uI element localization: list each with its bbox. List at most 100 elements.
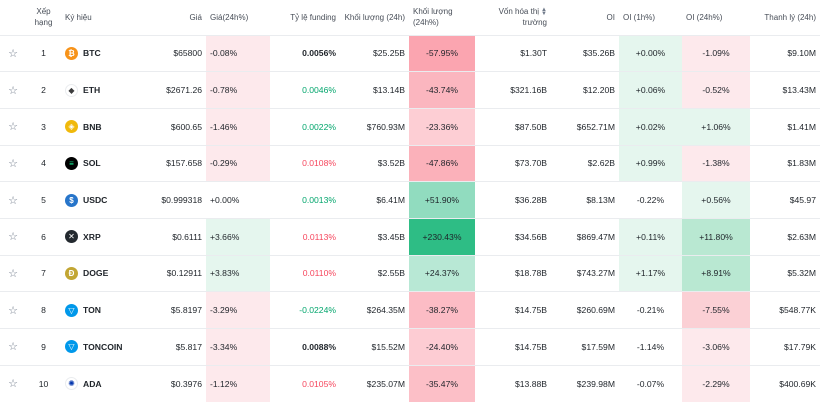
volume-pct-cell: -43.74% [409, 71, 475, 109]
oi-header[interactable]: OI [606, 12, 615, 22]
funding-cell: 0.0088% [270, 328, 340, 366]
oi-cell: $35.26B [551, 34, 619, 72]
table-row[interactable]: ☆ 5 $ USDC $0.999318 +0.00% 0.0013% $6.41M +51.9… [0, 181, 820, 219]
price-cell: $0.999318 [139, 181, 206, 219]
symbol-cell[interactable]: ✺ ADA [61, 364, 139, 402]
volume-cell: $235.07M [340, 364, 409, 402]
ethereum-icon: ◆ [65, 83, 78, 97]
symbol-cell[interactable]: ▽ TON [61, 291, 139, 329]
bnb-icon: ◈ [65, 120, 78, 134]
price-cell: $5.8197 [139, 291, 206, 329]
table-row[interactable]: ☆ 1 ₿ BTC $65800 -0.08% 0.0056% $25.25B -57.95% $… [0, 34, 820, 72]
volume-cell: $760.93M [340, 107, 409, 146]
volume-pct-cell: -24.40% [409, 328, 475, 366]
favorite-star-icon[interactable]: ☆ [0, 71, 26, 109]
liquidation-cell: $9.10M [750, 34, 820, 72]
rank-cell: 8 [26, 291, 61, 329]
table-row[interactable]: ☆ 8 ▽ TON $5.8197 -3.29% -0.0224% $264.35M -38.2… [0, 291, 820, 329]
symbol-header[interactable]: Ký hiệu [65, 12, 92, 22]
market-cap-cell: $14.75B [475, 291, 551, 329]
favorite-star-icon[interactable]: ☆ [0, 291, 26, 329]
oi-24h-cell: -1.38% [682, 144, 750, 182]
market-cap-cell: $321.16B [475, 71, 551, 109]
table-row[interactable]: ☆ 6 ✕ XRP $0.6111 +3.66% 0.0113% $3.45B +230.43%… [0, 217, 820, 256]
market-cap-header[interactable]: Vốn hóa thị ▲ ▼ trường [475, 0, 551, 35]
rank-cell: 7 [26, 254, 61, 292]
rank-cell: 10 [26, 364, 61, 402]
funding-header[interactable]: Tỷ lệ funding [290, 12, 336, 22]
change-cell: -0.29% [206, 144, 270, 182]
market-cap-cell: $14.75B [475, 328, 551, 366]
liquidation-cell: $13.43M [750, 71, 820, 109]
symbol-cell[interactable]: ◆ ETH [61, 71, 139, 109]
market-cap-cell: $36.28B [475, 181, 551, 219]
favorite-star-icon[interactable]: ☆ [0, 328, 26, 366]
change-cell: -3.29% [206, 291, 270, 329]
favorite-star-icon[interactable]: ☆ [0, 254, 26, 292]
volume-pct-cell: -57.95% [409, 34, 475, 72]
table-row[interactable]: ☆ 4 ≡ SOL $157.658 -0.29% 0.0108% $3.52B -47.86%… [0, 144, 820, 182]
price-header[interactable]: Giá [189, 12, 202, 22]
symbol-cell[interactable]: ▽ TONCOIN [61, 328, 139, 366]
symbol-label: BTC [83, 48, 101, 59]
oi-cell: $869.47M [551, 217, 619, 256]
oi-cell: $652.71M [551, 107, 619, 146]
table-row[interactable]: ☆ 10 ✺ ADA $0.3976 -1.12% 0.0105% $235.07M -35.4… [0, 364, 820, 402]
symbol-label: TONCOIN [83, 341, 123, 352]
favorite-star-icon[interactable]: ☆ [0, 144, 26, 182]
price-cell: $5.817 [139, 328, 206, 366]
symbol-cell[interactable]: ₿ BTC [61, 34, 139, 72]
favorite-star-icon[interactable]: ☆ [0, 34, 26, 72]
symbol-label: USDC [83, 195, 108, 206]
sort-icon: ▲ ▼ [541, 7, 547, 18]
rank-cell: 9 [26, 328, 61, 366]
table-row[interactable]: ☆ 7 Ð DOGE $0.12911 +3.83% 0.0110% $2.55B +24.37… [0, 254, 820, 292]
oi-cell: $260.69M [551, 291, 619, 329]
usdc-icon: $ [65, 193, 78, 207]
symbol-label: XRP [83, 231, 101, 242]
xrp-icon: ✕ [65, 230, 78, 244]
funding-cell: -0.0224% [270, 291, 340, 329]
toncoin-icon: ▽ [65, 340, 78, 354]
funding-cell: 0.0110% [270, 254, 340, 292]
table-row[interactable]: ☆ 2 ◆ ETH $2671.26 -0.78% 0.0046% $13.14B -43.74… [0, 71, 820, 109]
symbol-cell[interactable]: ≡ SOL [61, 144, 139, 182]
volume-header[interactable]: Khối lượng (24h) [344, 12, 405, 22]
oi-cell: $2.62B [551, 144, 619, 182]
market-cap-label-line1: Vốn hóa thị [498, 7, 540, 17]
symbol-label: ADA [83, 378, 102, 389]
oi-1h-cell: -0.21% [619, 291, 682, 329]
oi-24h-cell: -3.06% [682, 328, 750, 366]
favorite-star-icon[interactable]: ☆ [0, 181, 26, 219]
rank-cell: 4 [26, 144, 61, 182]
oi-24h-header[interactable]: OI (24h%) [686, 12, 723, 22]
table-row[interactable]: ☆ 9 ▽ TONCOIN $5.817 -3.34% 0.0088% $15.52M -24.… [0, 328, 820, 366]
favorite-star-icon[interactable]: ☆ [0, 107, 26, 146]
price-cell: $0.3976 [139, 364, 206, 402]
symbol-cell[interactable]: $ USDC [61, 181, 139, 219]
volume-cell: $25.25B [340, 34, 409, 72]
change-cell: +0.00% [206, 181, 270, 219]
favorite-star-icon[interactable]: ☆ [0, 364, 26, 402]
favorite-header [0, 0, 26, 35]
symbol-cell[interactable]: ◈ BNB [61, 107, 139, 146]
funding-cell: 0.0046% [270, 71, 340, 109]
volume-cell: $6.41M [340, 181, 409, 219]
symbol-cell[interactable]: Ð DOGE [61, 254, 139, 292]
symbol-cell[interactable]: ✕ XRP [61, 217, 139, 256]
market-cap-cell: $18.78B [475, 254, 551, 292]
change-header[interactable]: Giá(24h%) [210, 12, 249, 22]
rank-header[interactable]: Xếp hạng [34, 7, 53, 28]
funding-cell: 0.0113% [270, 217, 340, 256]
symbol-label: BNB [83, 121, 102, 132]
funding-cell: 0.0013% [270, 181, 340, 219]
volume-pct-header[interactable]: Khối lượng (24h%) [413, 7, 453, 28]
price-cell: $2671.26 [139, 71, 206, 109]
favorite-star-icon[interactable]: ☆ [0, 217, 26, 256]
liquidation-cell: $17.79K [750, 328, 820, 366]
change-cell: -3.34% [206, 328, 270, 366]
oi-1h-header[interactable]: OI (1h%) [623, 12, 656, 22]
liquidation-header[interactable]: Thanh lý (24h) [764, 12, 816, 22]
table-row[interactable]: ☆ 3 ◈ BNB $600.65 -1.46% 0.0022% $760.93M -23.36… [0, 107, 820, 146]
